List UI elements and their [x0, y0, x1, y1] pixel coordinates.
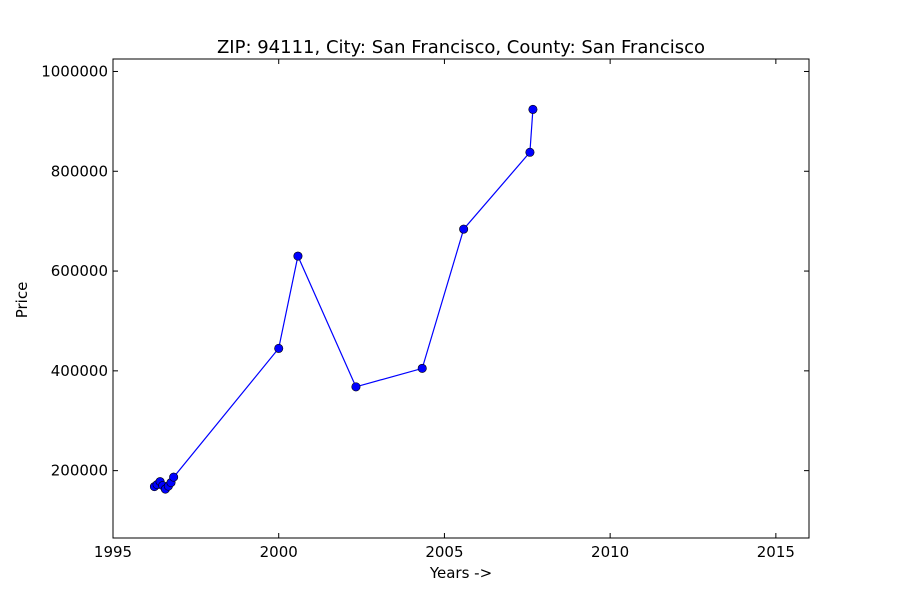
data-point	[293, 251, 303, 261]
x-tick-label: 1995	[94, 543, 132, 561]
x-axis-label: Years ->	[429, 564, 492, 582]
y-tick-label: 1000000	[41, 62, 108, 80]
y-tick-label: 600000	[51, 262, 108, 280]
y-tick-label: 800000	[51, 162, 108, 180]
data-point	[459, 224, 469, 234]
data-point	[351, 382, 361, 392]
y-tick-label: 200000	[51, 462, 108, 480]
y-axis-label: Price	[13, 282, 31, 319]
x-tick-label: 2010	[591, 543, 629, 561]
chart-title: ZIP: 94111, City: San Francisco, County:…	[217, 37, 705, 58]
x-tick-label: 2000	[260, 543, 298, 561]
y-tick-label: 400000	[51, 362, 108, 380]
data-point	[417, 363, 427, 373]
series-line	[154, 109, 534, 491]
data-point	[274, 343, 284, 353]
x-tick-label: 2015	[757, 543, 795, 561]
plot-frame	[112, 58, 810, 539]
x-tick-label: 2005	[425, 543, 463, 561]
data-point	[528, 104, 538, 114]
data-point	[169, 472, 179, 482]
data-point	[525, 147, 535, 157]
plot-area: 1995 2000 2005 2010 2015 200000 400000 600000 80…	[41, 58, 810, 561]
